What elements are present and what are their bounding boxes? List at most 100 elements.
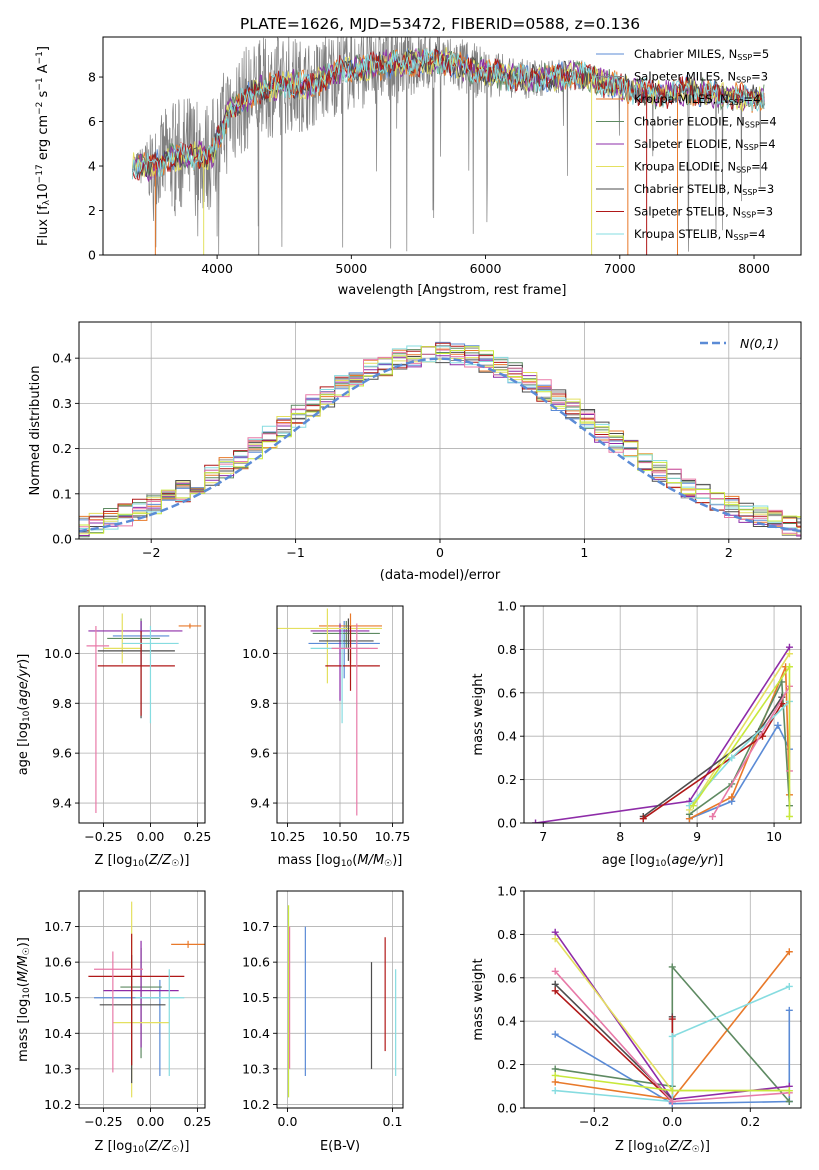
legend-entry: Kroupa STELIB, NSSP=4 xyxy=(634,227,765,242)
histogram-series xyxy=(79,342,801,539)
series-marker xyxy=(551,1087,559,1095)
legend-entry: Chabrier MILES, NSSP=5 xyxy=(634,47,769,62)
panel-age-mass: 10.25 10.50 10.75 9.4 9.6 9.8 10.0 mass [log10(… xyxy=(242,605,410,869)
plot-area xyxy=(88,901,205,1098)
errorbar-point xyxy=(86,625,110,814)
y-tick-label: 0.2 xyxy=(52,441,72,456)
series-line xyxy=(555,985,790,1103)
histogram-series xyxy=(79,348,801,539)
y-tick-label: 10.7 xyxy=(242,919,270,934)
errorbar-point xyxy=(99,955,166,1084)
y-tick-label: 0.8 xyxy=(497,642,517,657)
x-tick-label: −0.25 xyxy=(84,1114,122,1129)
x-tick-label: 2 xyxy=(725,545,733,560)
errorbar-point xyxy=(178,623,202,629)
y-tick-label: 10.0 xyxy=(44,646,72,661)
series-marker xyxy=(728,793,736,801)
panel-spectrum: 4000 5000 6000 7000 8000 0 2 4 6 8 wavelength [Ang… xyxy=(35,36,802,298)
y-tick-label: 10.3 xyxy=(44,1061,72,1076)
y-tick-label: 0 xyxy=(88,248,96,263)
x-tick-label: 0.00 xyxy=(137,1114,165,1129)
histogram-series xyxy=(79,347,801,539)
y-tick-label: 10.5 xyxy=(242,990,270,1005)
x-tick-label: 0 xyxy=(436,545,444,560)
axes-frame xyxy=(523,605,802,824)
x-tick-label: 0.1 xyxy=(383,1114,403,1129)
y-tick-label: 0.1 xyxy=(52,486,72,501)
series-marker xyxy=(709,812,717,820)
x-tick-label: 8000 xyxy=(738,261,770,276)
errorbar-point xyxy=(310,623,370,701)
histogram-series xyxy=(79,345,801,539)
plot-area xyxy=(79,341,801,539)
legend-entry: Chabrier STELIB, NSSP=3 xyxy=(634,182,774,197)
series-marker xyxy=(551,1065,559,1073)
series-line xyxy=(692,664,791,817)
figure-title: PLATE=1626, MJD=53472, FIBERID=0588, z=0… xyxy=(240,15,640,33)
x-axis-label: Z [log10(Z/Z☉)] xyxy=(95,1139,190,1155)
series-marker xyxy=(639,815,647,823)
normal-curve xyxy=(79,357,801,533)
x-axis-label: (data-model)/error xyxy=(380,568,501,583)
y-tick-label: 0.0 xyxy=(52,532,72,547)
legend-entry: Chabrier ELODIE, NSSP=4 xyxy=(634,115,777,130)
x-tick-label: −0.2 xyxy=(579,1114,609,1129)
x-tick-label: 5000 xyxy=(335,261,367,276)
x-tick-label: −0.25 xyxy=(84,829,122,844)
x-tick-label: 4000 xyxy=(201,261,233,276)
model-spectrum xyxy=(132,48,765,182)
series-marker xyxy=(668,1032,676,1040)
y-axis-label: mass weight xyxy=(471,958,486,1040)
y-tick-label: 0.3 xyxy=(52,396,72,411)
errorbar-point xyxy=(94,979,161,1076)
errorbar-point xyxy=(88,620,183,634)
x-tick-label: 7000 xyxy=(604,261,636,276)
y-tick-label: 0.4 xyxy=(497,729,517,744)
x-tick-label: 10 xyxy=(766,829,782,844)
errorbar-point xyxy=(171,940,205,948)
weight-series xyxy=(551,987,676,1105)
y-tick-label: 9.8 xyxy=(52,696,72,711)
panel-mass-ebv: 0.0 0.1 10.2 10.3 10.4 10.5 10.6 10.7 E(B-V) xyxy=(242,890,404,1154)
weight-series xyxy=(685,650,793,814)
series-marker xyxy=(668,1015,676,1023)
weight-series xyxy=(685,678,793,818)
y-tick-label: 0.0 xyxy=(497,1101,517,1116)
y-tick-label: 1.0 xyxy=(497,884,517,899)
weight-series xyxy=(551,1071,793,1095)
x-axis-label: Z [log10(Z/Z☉)] xyxy=(95,853,190,869)
series-marker xyxy=(551,980,559,988)
x-tick-label: 7 xyxy=(539,829,547,844)
y-tick-label: 10.6 xyxy=(242,955,270,970)
histogram-series xyxy=(79,341,801,539)
errorbar-point xyxy=(312,620,380,649)
series-line xyxy=(535,646,791,823)
series-marker xyxy=(551,1078,559,1086)
plot-area xyxy=(532,643,793,823)
weight-series xyxy=(639,693,786,820)
x-tick-label: 0.25 xyxy=(184,1114,212,1129)
y-tick-label: 0.4 xyxy=(497,1014,517,1029)
weight-series xyxy=(532,643,793,823)
errorbar-point xyxy=(97,638,175,719)
errorbar-point xyxy=(325,625,380,691)
y-tick-label: 0.6 xyxy=(497,685,517,700)
panel-weight-age: 7 8 9 10 0.0 0.2 0.4 0.6 0.8 1.0 age [log10(age/yr… xyxy=(471,599,802,869)
y-tick-label: 9.6 xyxy=(52,746,72,761)
errorbar-point xyxy=(88,933,185,1066)
series-marker xyxy=(551,1030,559,1038)
errorbar-point xyxy=(135,969,185,1076)
histogram-series xyxy=(79,346,801,539)
histogram-series xyxy=(79,345,801,539)
y-tick-label: 0.0 xyxy=(497,816,517,831)
series-line xyxy=(689,723,791,820)
y-tick-label: 2 xyxy=(88,203,96,218)
y-tick-label: 10.0 xyxy=(242,646,270,661)
legend-entry: N(0,1) xyxy=(740,336,779,351)
legend: Chabrier MILES, NSSP=5 Salpeter MILES, NS… xyxy=(596,47,777,242)
histogram-series xyxy=(79,351,801,539)
series-line xyxy=(688,653,791,811)
model-spectrum xyxy=(132,48,765,181)
weight-series xyxy=(685,663,793,823)
series-marker xyxy=(668,963,676,971)
